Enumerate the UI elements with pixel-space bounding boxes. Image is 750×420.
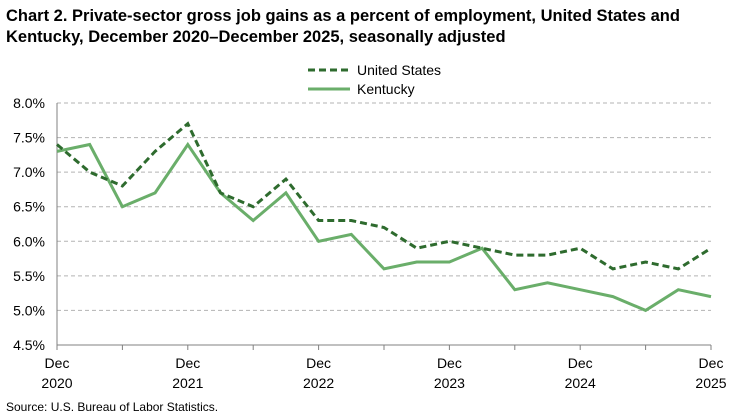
y-tick-label: 6.5% (13, 199, 45, 215)
y-tick-label: 6.0% (13, 233, 45, 249)
x-tick-label-year: 2020 (41, 375, 72, 391)
legend: United States Kentucky (308, 62, 441, 97)
y-tick-label: 5.5% (13, 268, 45, 284)
series-line-kentucky (56, 141, 712, 313)
y-tick-label: 8.0% (13, 95, 45, 111)
x-tick-label-year: 2022 (303, 375, 334, 391)
source-note: Source: U.S. Bureau of Labor Statistics. (6, 400, 219, 414)
x-tick-label-year: 2021 (172, 375, 203, 391)
y-axis-ticks: 4.5% 5.0% 5.5% 6.0% 6.5% 7.0% 7.5% 8.0% (13, 95, 45, 353)
series-lines (56, 121, 712, 313)
x-tick-label-month: Dec (568, 355, 593, 371)
y-tick-label: 4.5% (13, 337, 45, 353)
x-tick-label-year: 2025 (695, 375, 726, 391)
series-line-united-states (56, 121, 712, 271)
x-tick-label-month: Dec (45, 355, 70, 371)
axes (56, 103, 711, 346)
grid-lines (57, 102, 711, 311)
x-tick-label-month: Dec (306, 355, 331, 371)
x-tick-label-year: 2023 (434, 375, 465, 391)
y-tick-label: 7.0% (13, 164, 45, 180)
y-tick-label: 7.5% (13, 130, 45, 146)
x-tick-label-year: 2024 (565, 375, 596, 391)
x-tick-label-month: Dec (437, 355, 462, 371)
y-tick-label: 5.0% (13, 302, 45, 318)
x-axis-ticks: Dec 2020 Dec 2021 Dec 2022 Dec 2023 Dec 2024 Dec 20… (41, 345, 727, 391)
x-tick-label-month: Dec (699, 355, 724, 371)
chart-title: Chart 2. Private-sector gross job gains … (6, 7, 680, 46)
legend-label: United States (357, 62, 441, 78)
x-tick-label-month: Dec (175, 355, 200, 371)
legend-label: Kentucky (357, 81, 415, 97)
